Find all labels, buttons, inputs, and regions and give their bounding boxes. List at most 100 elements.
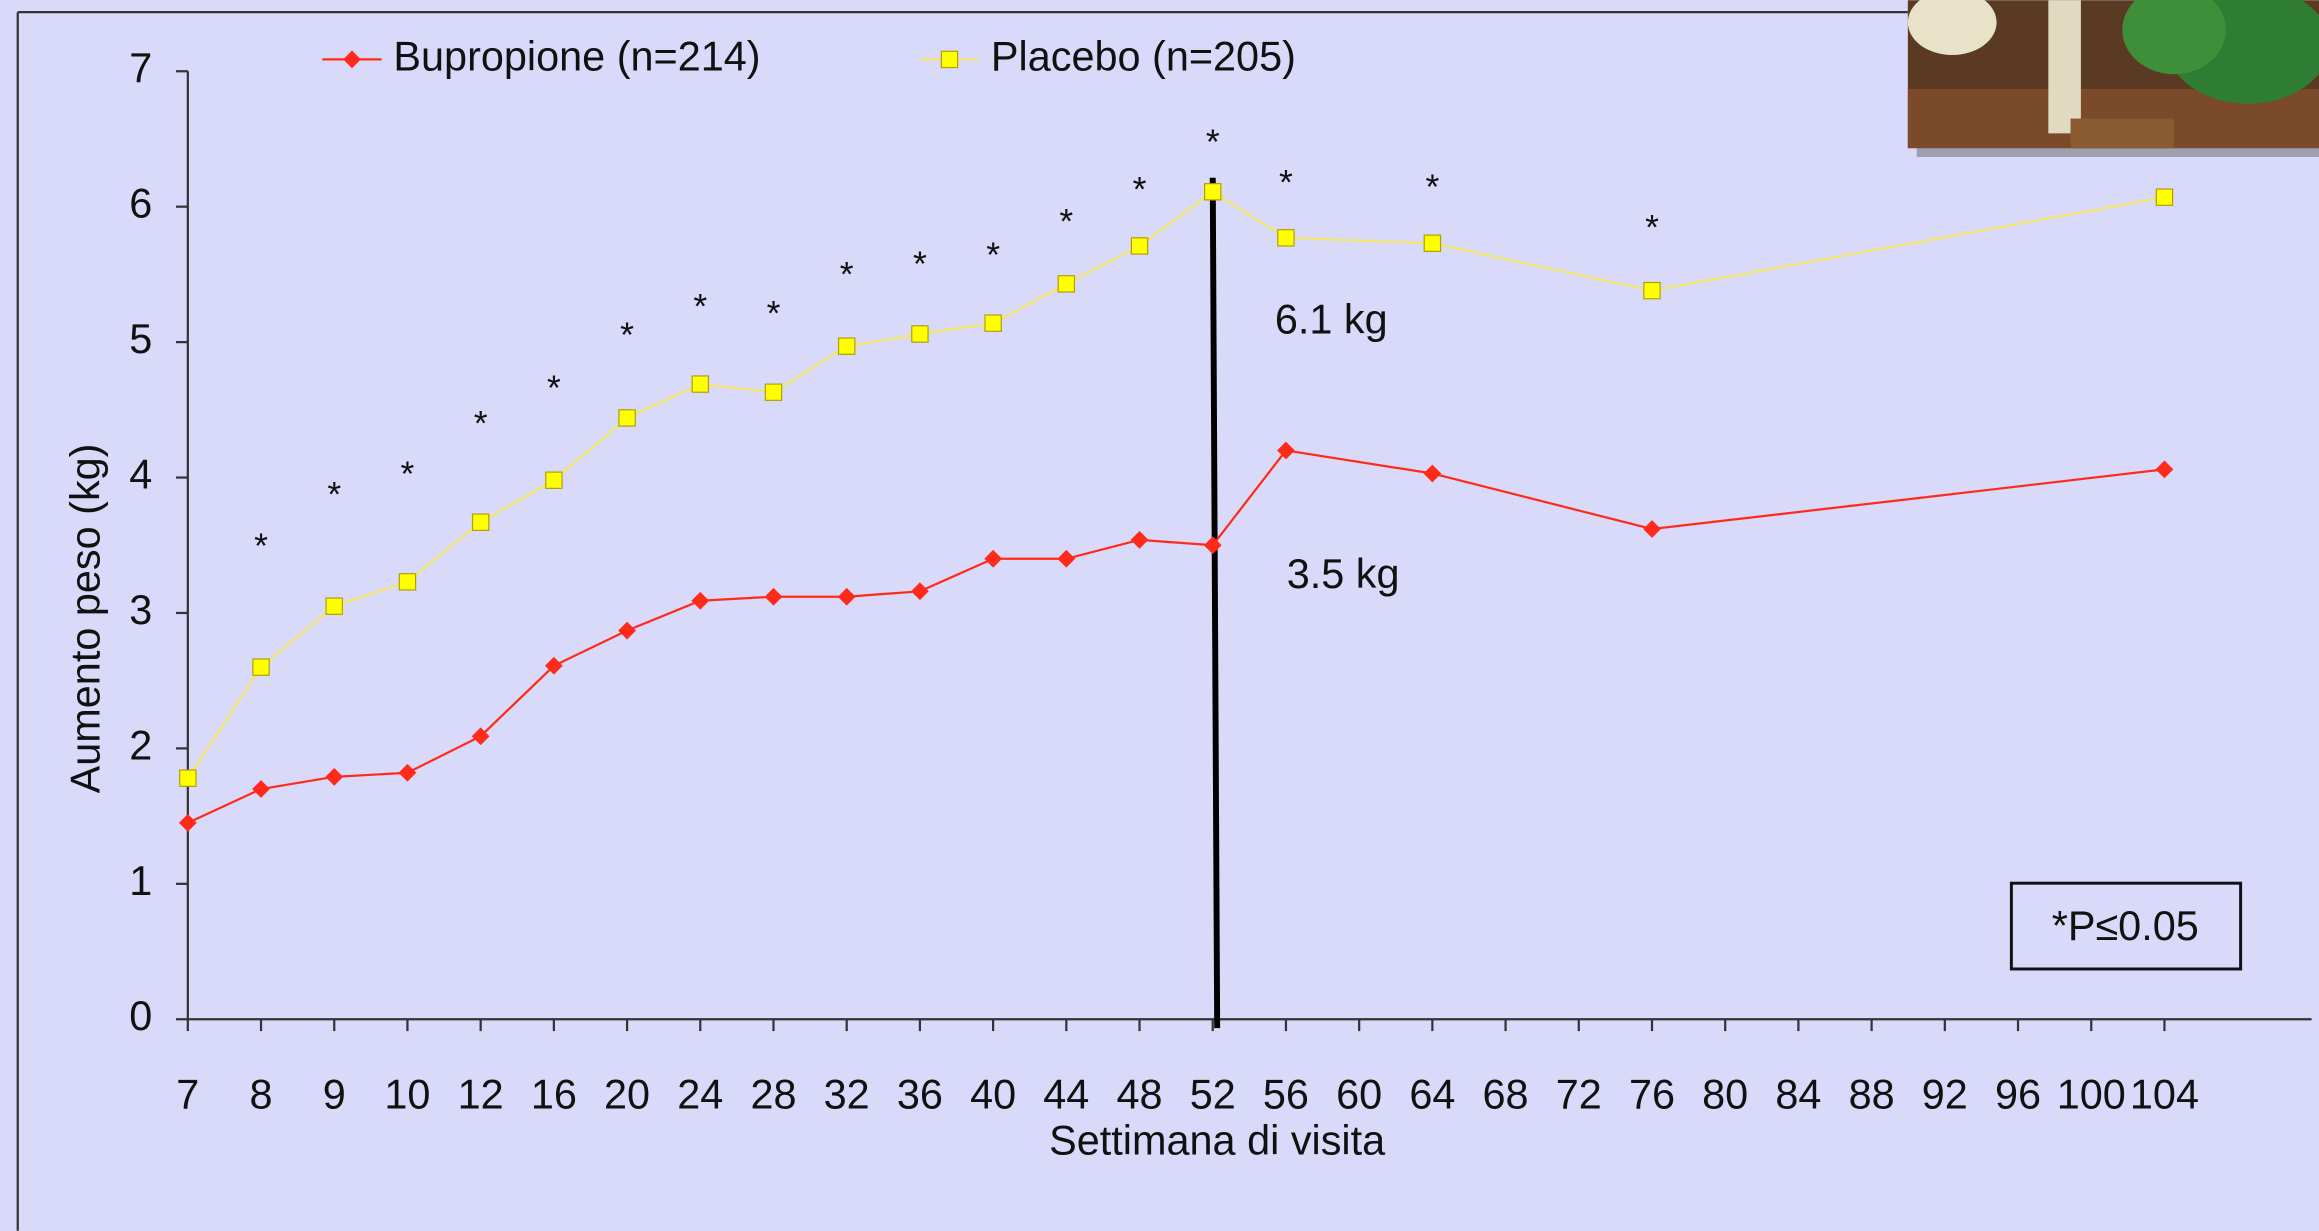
significance-mark: * (327, 475, 341, 515)
significance-mark: * (767, 293, 781, 333)
y-axis-title: Aumento peso (kg) (63, 444, 109, 794)
x-tick-label: 40 (970, 1072, 1016, 1118)
significance-mark: * (840, 254, 854, 294)
x-tick-label: 16 (531, 1072, 577, 1118)
marker (691, 591, 710, 610)
marker (1423, 464, 1442, 483)
x-tick-label: 60 (1336, 1072, 1382, 1118)
x-tick-label: 76 (1629, 1072, 1675, 1118)
significance-mark: * (254, 526, 268, 566)
significance-mark: * (913, 244, 927, 284)
marker (1204, 183, 1222, 201)
significance-mark: * (1206, 122, 1220, 162)
photo (1907, 0, 2319, 158)
annotation: 6.1 kg (1275, 297, 1388, 343)
x-tick-label: 72 (1556, 1072, 1602, 1118)
x-tick-label: 100 (2057, 1072, 2126, 1118)
marker (398, 573, 417, 591)
marker (1277, 229, 1295, 247)
y-tick-label: 0 (129, 993, 152, 1039)
y-tick-label: 7 (129, 45, 152, 91)
marker (984, 549, 1002, 568)
x-tick-label: 48 (1117, 1072, 1163, 1118)
note: *P≤0.05 (2052, 903, 2199, 949)
legend-marker (940, 50, 959, 69)
significance-mark: * (401, 454, 415, 494)
marker (545, 471, 563, 489)
y-tick-label: 6 (129, 181, 152, 227)
marker (764, 587, 783, 606)
significance-mark: * (1059, 202, 1073, 242)
x-tick-label: 88 (1849, 1072, 1895, 1118)
x-tick-label: 7 (176, 1072, 199, 1118)
x-tick-label: 9 (323, 1072, 346, 1118)
significance-mark: * (986, 235, 1000, 275)
x-tick-label: 36 (897, 1072, 943, 1118)
marker (2155, 188, 2174, 206)
significance-mark: * (474, 403, 488, 443)
marker (618, 409, 636, 427)
x-tick-label: 104 (2130, 1072, 2199, 1118)
significance-mark: * (1425, 167, 1439, 207)
x-tick-label: 32 (824, 1072, 870, 1118)
significance-mark: * (620, 315, 634, 355)
y-tick-label: 1 (129, 858, 152, 904)
y-tick-label: 2 (129, 722, 152, 768)
significance-mark: * (1645, 207, 1659, 247)
marker (984, 314, 1002, 332)
x-tick-label: 44 (1043, 1072, 1089, 1118)
marker (325, 597, 343, 615)
marker (837, 337, 856, 355)
x-tick-label: 64 (1409, 1072, 1455, 1118)
marker (1423, 234, 1442, 252)
marker (1277, 441, 1295, 460)
x-tick-label: 12 (458, 1072, 504, 1118)
x-tick-label: 96 (1995, 1072, 2041, 1118)
marker (398, 763, 417, 782)
marker (691, 375, 710, 393)
x-tick-label: 28 (750, 1072, 796, 1118)
significance-mark: * (1279, 163, 1293, 203)
x-tick-label: 68 (1483, 1072, 1529, 1118)
legend-label: Bupropione (n=214) (393, 33, 760, 79)
marker (252, 658, 270, 676)
y-tick-label: 5 (129, 316, 152, 362)
significance-mark: * (693, 286, 707, 326)
marker (179, 769, 197, 787)
annotation: 3.5 kg (1287, 551, 1400, 597)
marker (1203, 536, 1222, 555)
x-tick-label: 52 (1190, 1072, 1236, 1118)
marker (471, 513, 490, 531)
x-tick-label: 56 (1263, 1072, 1309, 1118)
marker (764, 383, 783, 401)
marker (325, 767, 344, 786)
reference-line (1209, 177, 1221, 1029)
marker (1057, 549, 1076, 568)
x-tick-label: 80 (1702, 1072, 1748, 1118)
x-tick-label: 92 (1922, 1072, 1968, 1118)
y-tick-label: 4 (129, 451, 152, 497)
significance-mark: * (1133, 169, 1147, 209)
marker (1643, 281, 1661, 300)
legend-label: Placebo (n=205) (991, 33, 1296, 79)
marker (178, 814, 197, 832)
marker (911, 325, 929, 343)
marker (2155, 460, 2174, 479)
x-tick-label: 8 (250, 1072, 273, 1118)
x-tick-label: 24 (677, 1072, 723, 1118)
marker (911, 582, 929, 601)
note-box (2009, 881, 2243, 971)
marker (471, 727, 490, 746)
x-axis-title: Settimana di visita (1049, 1117, 1386, 1163)
marker (1130, 237, 1149, 255)
y-tick-label: 3 (129, 587, 152, 633)
x-tick-label: 20 (604, 1072, 650, 1118)
marker (1057, 275, 1076, 293)
significance-mark: * (547, 368, 561, 408)
x-tick-label: 84 (1775, 1072, 1821, 1118)
marker (837, 587, 856, 606)
x-tick-label: 10 (384, 1072, 430, 1118)
